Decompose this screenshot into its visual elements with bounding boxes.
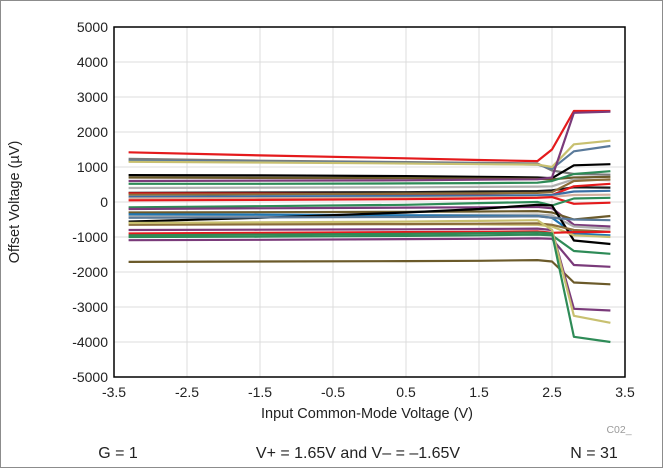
plot-border — [113, 26, 626, 378]
y-tick-label: -1000 — [72, 229, 108, 245]
series-line-12 — [128, 178, 611, 196]
x-tick-label: 3.5 — [615, 384, 635, 400]
y-tick-label: 3000 — [77, 89, 108, 105]
series-line-29 — [128, 219, 611, 324]
y-tick-label: -4000 — [72, 334, 108, 350]
y-tick-label: 2000 — [77, 124, 108, 140]
sample-count-note: N = 31 — [570, 445, 618, 462]
series-line-23 — [128, 222, 611, 233]
x-tick-labels: -3.5 -2.5 -1.5 -0.5 0.5 1.5 2.5 3.5 — [102, 384, 635, 400]
series-line-13 — [128, 189, 611, 198]
series-line-24 — [128, 230, 611, 235]
x-tick-label: 1.5 — [469, 384, 489, 400]
gain-note: G = 1 — [98, 445, 138, 462]
y-tick-labels: -5000 -4000 -3000 -2000 -1000 0 1000 2000 3000 40… — [72, 19, 108, 385]
x-tick-label: 2.5 — [542, 384, 562, 400]
series-group — [128, 109, 611, 344]
series-line-8 — [128, 170, 611, 185]
y-tick-label: 5000 — [77, 19, 108, 35]
series-line-25 — [128, 233, 611, 255]
series-line-15 — [128, 196, 611, 205]
y-tick-label: -3000 — [72, 299, 108, 315]
x-tick-label: -1.5 — [248, 384, 272, 400]
x-tick-label: 0.5 — [396, 384, 416, 400]
series-line-1 — [128, 109, 611, 163]
y-axis-label: Offset Voltage (µV) — [7, 141, 23, 264]
series-line-4 — [128, 139, 611, 169]
series-line-30 — [128, 231, 611, 344]
x-axis-label: Input Common-Mode Voltage (V) — [261, 406, 473, 422]
x-tick-label: -3.5 — [102, 384, 126, 400]
series-line-9 — [128, 178, 611, 190]
y-tick-label: 4000 — [77, 54, 108, 70]
y-tick-label: 0 — [100, 194, 108, 210]
y-tick-label: -5000 — [72, 369, 108, 385]
series-line-26 — [128, 237, 611, 268]
series-line-16 — [128, 196, 611, 209]
series-line-7 — [128, 110, 611, 183]
grid — [114, 27, 625, 377]
y-tick-label: -2000 — [72, 264, 108, 280]
series-line-28 — [128, 227, 611, 312]
y-tick-label: 1000 — [77, 159, 108, 175]
series-line-27 — [128, 259, 611, 286]
supply-note: V+ = 1.65V and V– = –1.65V — [256, 445, 460, 462]
series-line-31 — [128, 215, 611, 222]
series-line-5 — [128, 163, 611, 180]
x-tick-label: -0.5 — [321, 384, 345, 400]
x-tick-label: -2.5 — [175, 384, 199, 400]
figure-code: C02_ — [606, 424, 631, 436]
